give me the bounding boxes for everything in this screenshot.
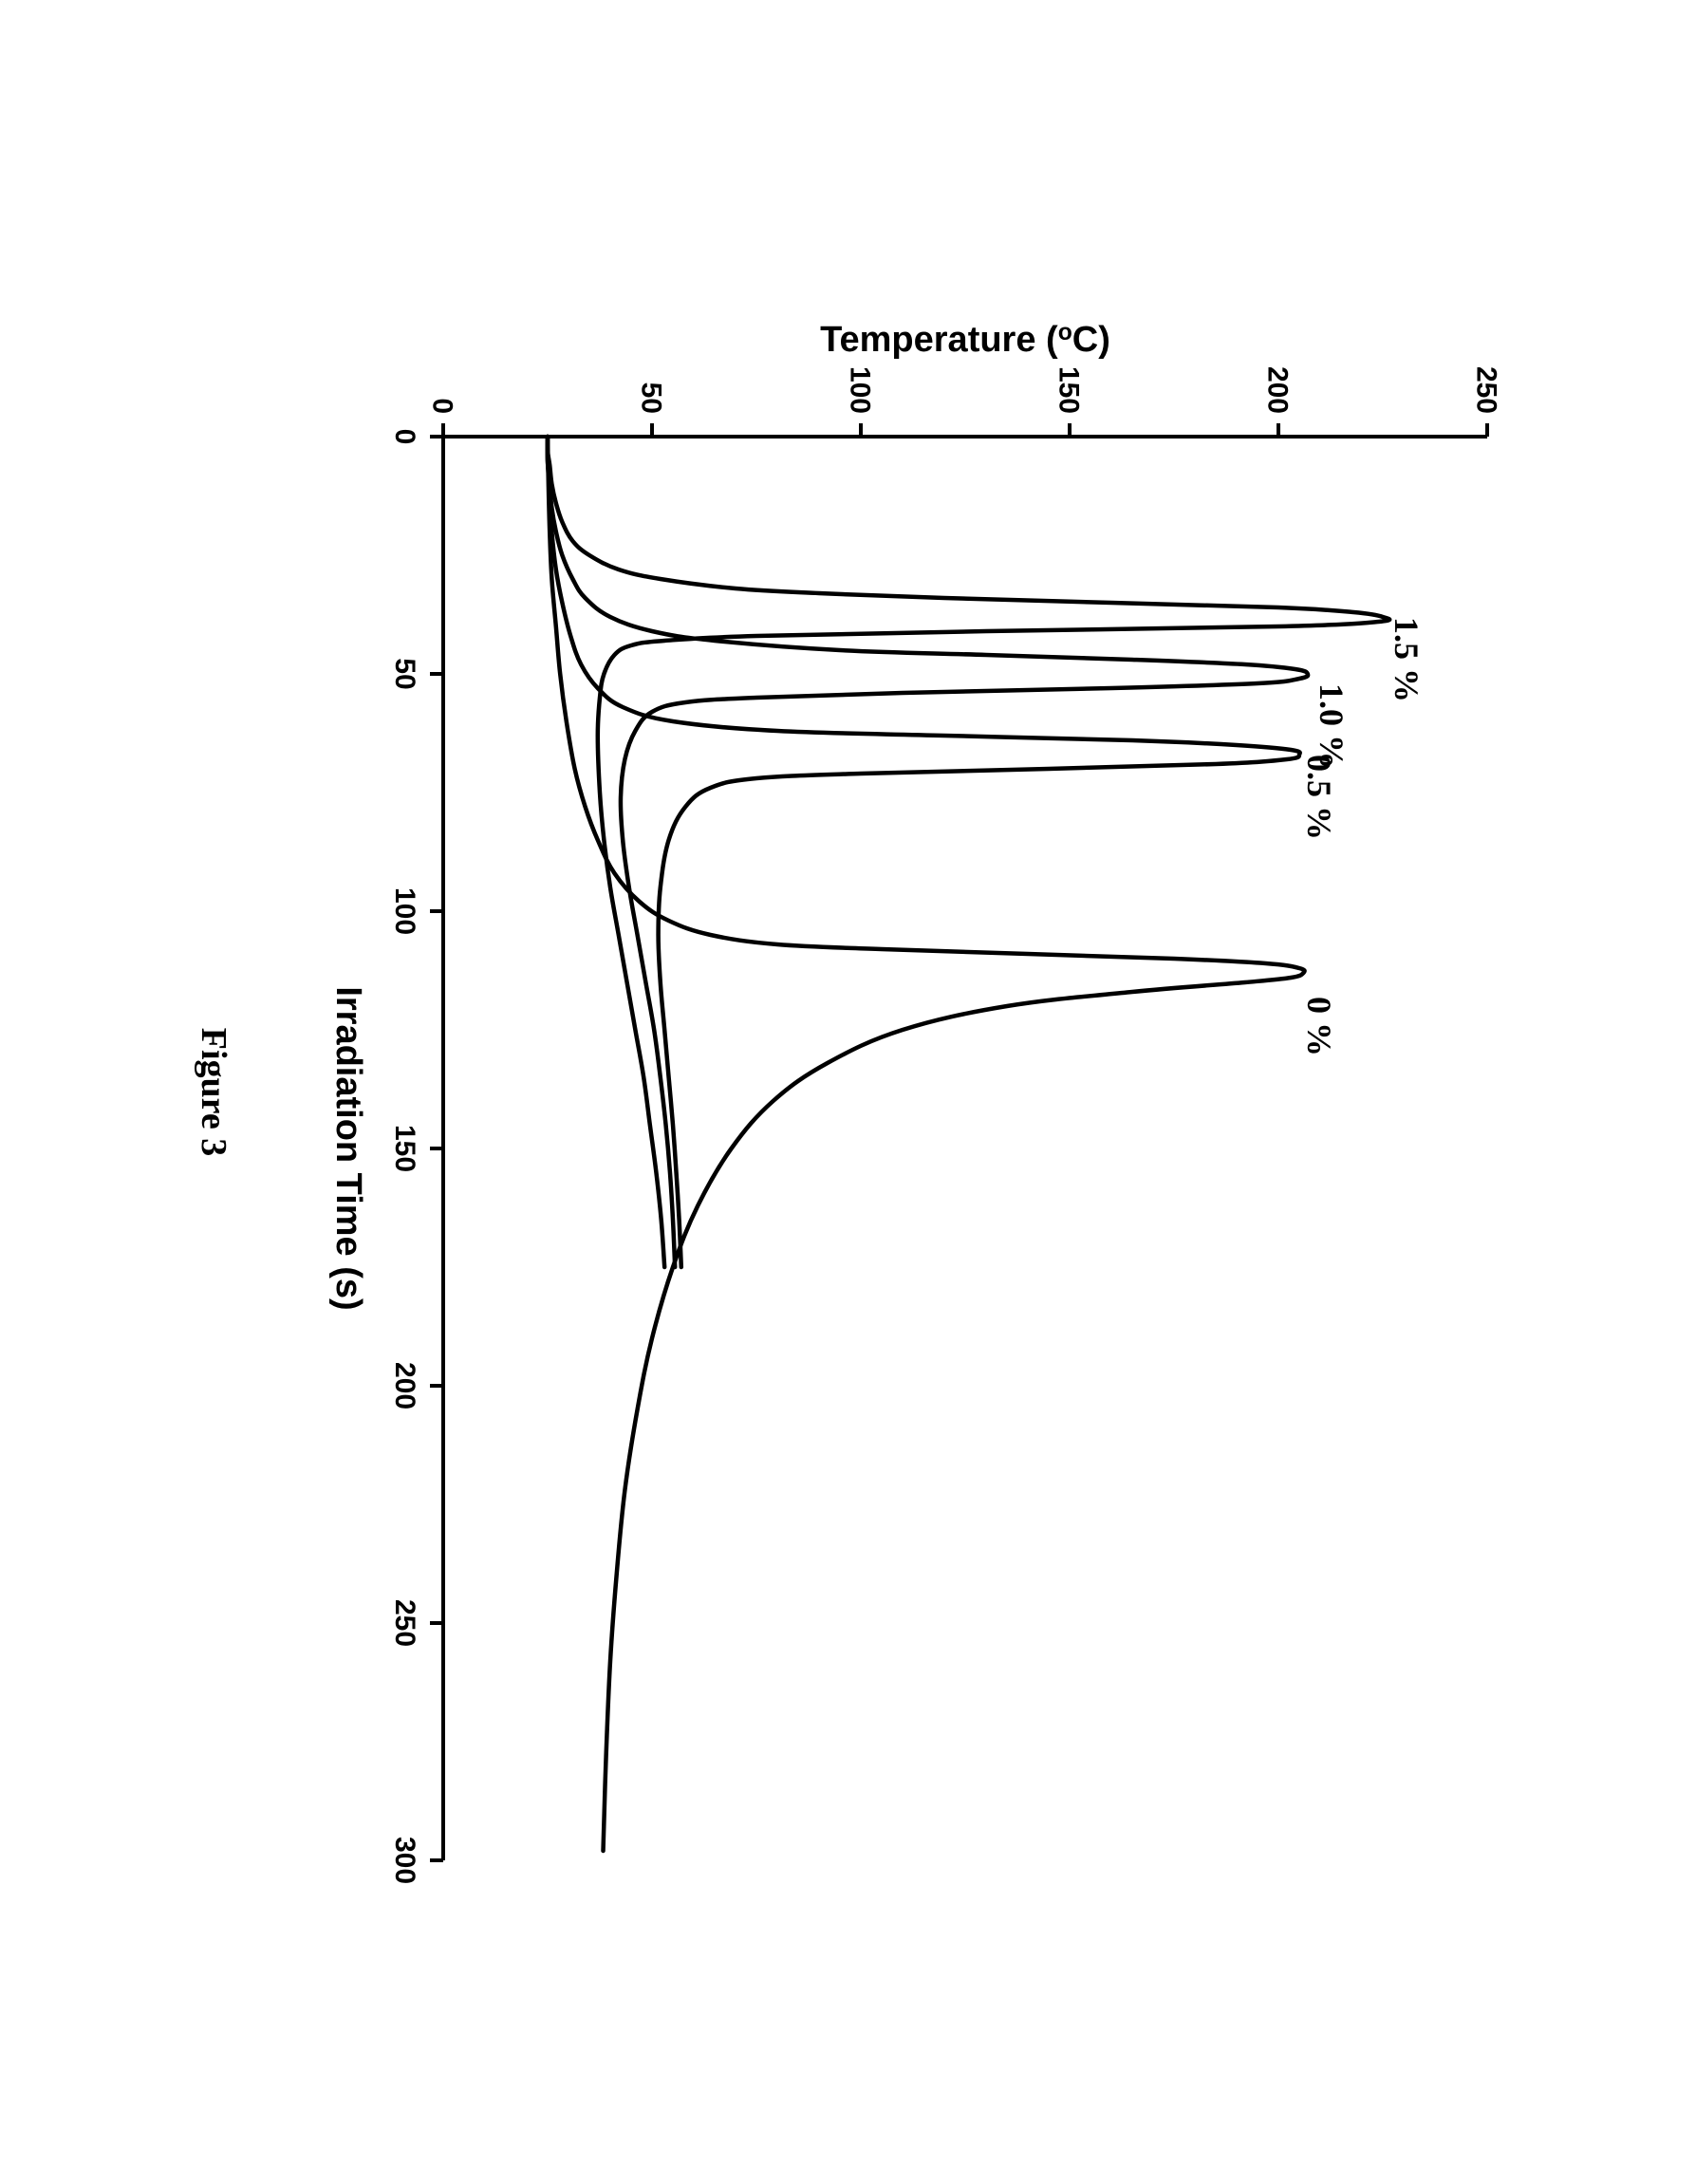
- svg-text:250: 250: [389, 1599, 420, 1647]
- svg-text:100: 100: [389, 887, 420, 935]
- svg-text:200: 200: [1262, 366, 1294, 414]
- rotated-page: 050100150200250300050100150200250Irradia…: [0, 0, 1696, 1696]
- svg-text:0: 0: [389, 429, 420, 445]
- series-label: 0.5 %: [1300, 755, 1338, 840]
- svg-text:50: 50: [636, 383, 667, 414]
- series-label: 1.5 %: [1388, 617, 1426, 702]
- svg-text:300: 300: [389, 1837, 420, 1884]
- svg-text:50: 50: [389, 658, 420, 689]
- svg-text:150: 150: [1053, 366, 1085, 414]
- svg-text:250: 250: [1471, 366, 1502, 414]
- plot-container: 0 50 100 150 200 250 300 0 50 100 150 200 250 Irradia…: [291, 285, 1582, 1898]
- svg-text:150: 150: [389, 1125, 420, 1172]
- line-chart: 0 50 100 150 200 250 300 0 50 100 150 200 250 Irradia…: [291, 285, 1582, 1898]
- series-label: 0 %: [1300, 997, 1338, 1056]
- svg-text:100: 100: [845, 366, 876, 414]
- figure-caption: Figure 3: [193, 0, 234, 2184]
- svg-text:0: 0: [427, 398, 458, 414]
- svg-text:200: 200: [389, 1362, 420, 1409]
- svg-text:Irradiation Time (s): Irradiation Time (s): [328, 986, 368, 1310]
